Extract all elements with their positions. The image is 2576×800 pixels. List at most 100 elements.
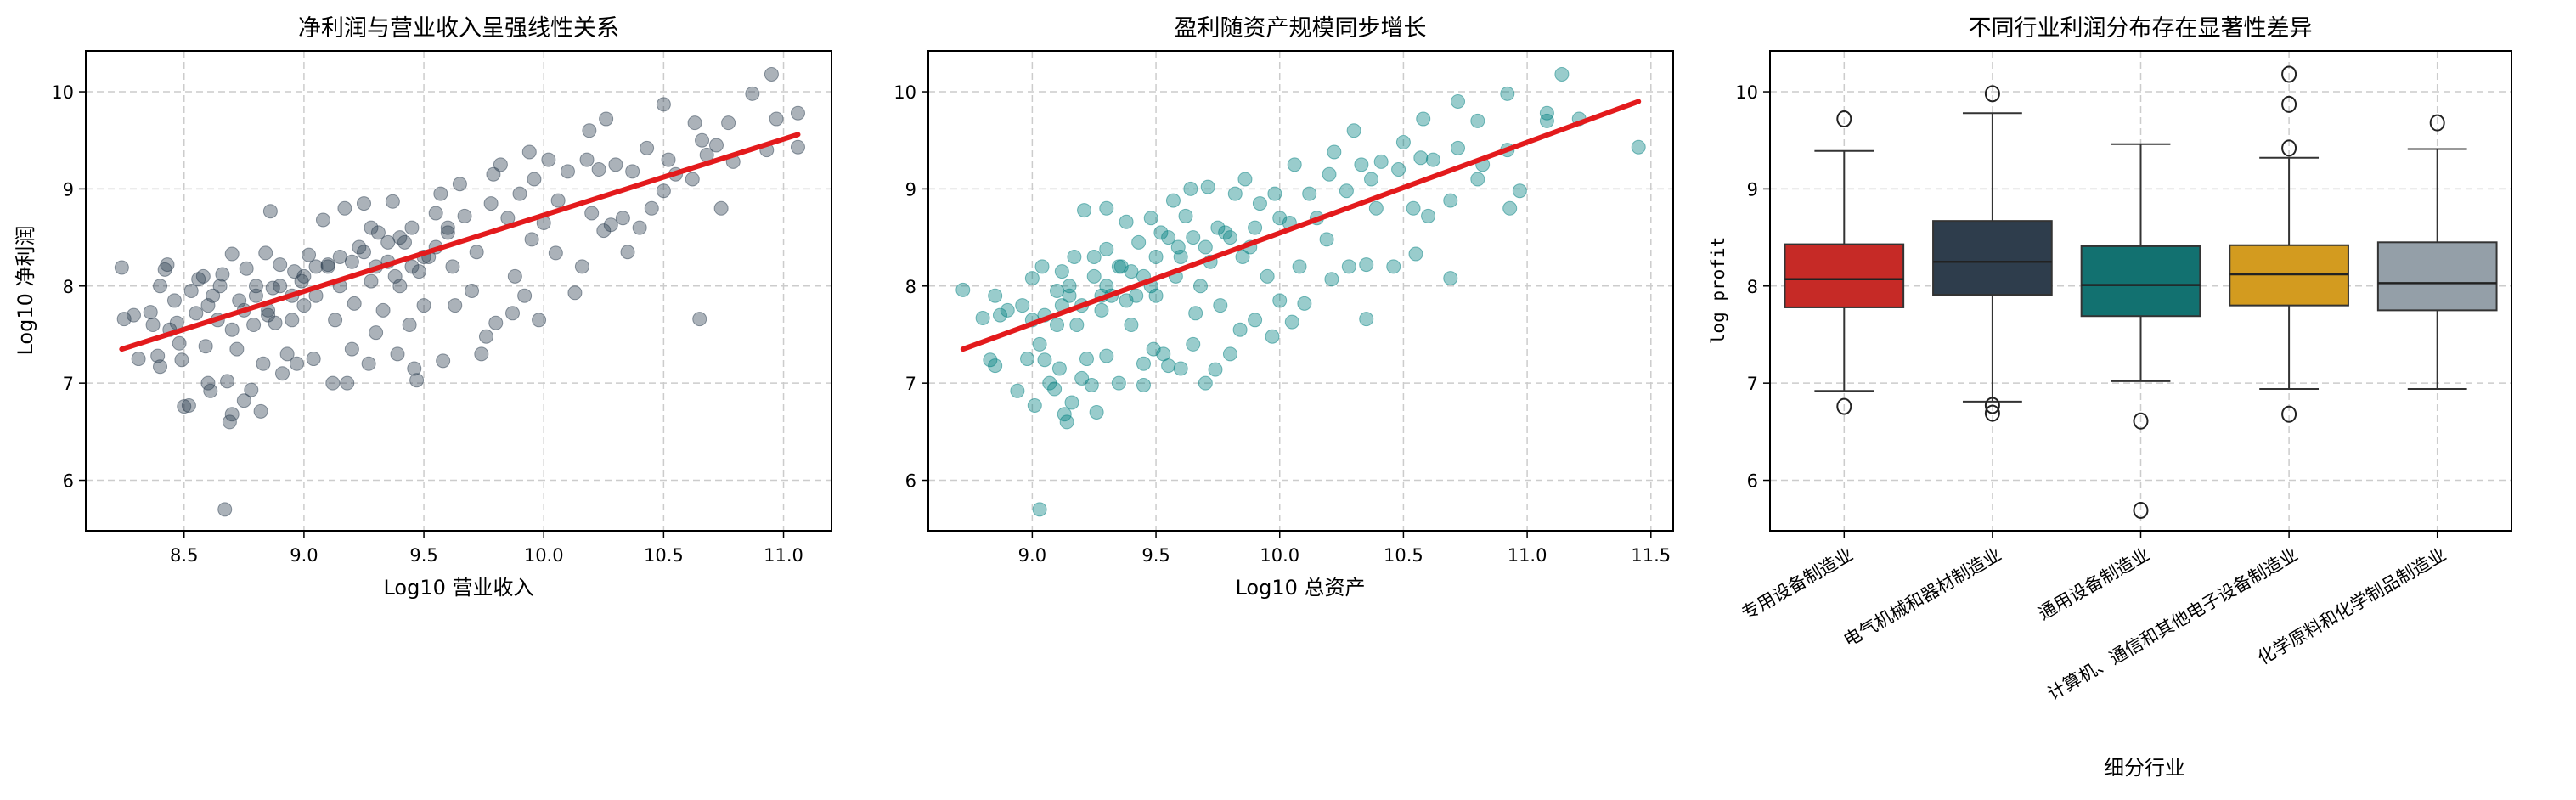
data-point — [1188, 306, 1203, 321]
data-point — [1368, 200, 1384, 216]
chart-title: 净利润与营业收入呈强线性关系 — [298, 15, 619, 42]
y-tick-label: 10 — [1735, 82, 1758, 103]
data-point — [347, 296, 362, 311]
data-point — [596, 223, 612, 239]
data-point — [1470, 113, 1485, 128]
data-point — [1099, 241, 1114, 256]
data-point — [1248, 313, 1263, 328]
x-category-label: 通用设备制造业 — [2035, 544, 2153, 624]
chart-title: 不同行业利润分布存在显著性差异 — [1969, 15, 2313, 42]
data-point — [258, 245, 273, 261]
data-point — [116, 312, 132, 327]
data-point — [644, 200, 659, 216]
y-tick-label: 8 — [905, 277, 916, 297]
iqr-box — [1784, 243, 1905, 308]
data-point — [380, 234, 396, 250]
data-point — [239, 261, 254, 276]
outlier-point — [1984, 85, 2000, 103]
data-point — [521, 144, 537, 160]
data-point — [1502, 200, 1518, 216]
gridlines — [86, 51, 831, 531]
data-point — [713, 200, 729, 216]
x-category-label: 专用设备制造业 — [1738, 544, 1856, 624]
data-point — [1079, 352, 1094, 367]
data-point — [493, 157, 508, 172]
data-point — [153, 279, 168, 294]
data-point — [505, 306, 521, 321]
data-point — [1395, 135, 1411, 150]
outlier-point — [1836, 397, 1852, 415]
data-point — [1451, 140, 1466, 155]
data-point — [591, 162, 606, 177]
data-point — [285, 313, 300, 328]
box-2 — [2080, 143, 2201, 519]
boxplot-profit-by-industry: 不同行业利润分布存在显著性差异 细分行业 log_profit 专用设备制造业电… — [1708, 15, 2512, 780]
data-point — [402, 318, 417, 333]
data-point — [364, 273, 379, 289]
data-point — [1248, 220, 1263, 235]
data-point — [200, 298, 216, 313]
data-point — [370, 225, 386, 240]
data-point — [1208, 362, 1223, 377]
data-point — [1265, 329, 1280, 344]
data-point — [1178, 208, 1193, 223]
box-1 — [1932, 85, 2053, 422]
data-point — [687, 115, 702, 131]
data-point — [1198, 239, 1213, 255]
data-point — [1000, 302, 1015, 318]
data-point — [1198, 375, 1213, 391]
data-point — [375, 302, 391, 318]
data-point — [1074, 370, 1090, 386]
data-point — [174, 352, 189, 368]
data-point — [390, 346, 405, 362]
data-point — [246, 318, 262, 333]
x-tick-label: 10.0 — [1260, 545, 1299, 566]
data-point — [1272, 211, 1288, 226]
data-point — [1051, 361, 1067, 376]
y-tick-label: 8 — [63, 277, 74, 297]
data-point — [1252, 196, 1267, 211]
data-point — [955, 282, 971, 297]
outlier-point — [1984, 404, 2000, 422]
data-point — [361, 356, 376, 371]
data-point — [181, 397, 196, 413]
data-point — [488, 315, 504, 330]
data-point — [344, 254, 359, 269]
data-point — [486, 166, 501, 182]
data-point — [1425, 152, 1440, 167]
data-point — [685, 172, 700, 187]
data-point — [560, 164, 575, 179]
data-point — [445, 259, 460, 274]
data-point — [469, 245, 484, 260]
data-point — [236, 393, 251, 408]
data-point — [224, 322, 240, 337]
data-point — [1153, 225, 1169, 240]
data-point — [1057, 407, 1072, 422]
data-point — [1143, 211, 1158, 226]
data-point — [1260, 268, 1275, 284]
data-point — [640, 140, 655, 155]
data-point — [392, 230, 408, 245]
data-point — [428, 206, 443, 221]
x-tick-label: 9.0 — [290, 545, 318, 566]
data-point — [1124, 264, 1139, 279]
data-point — [1015, 298, 1030, 313]
data-point — [1050, 318, 1065, 333]
data-point — [262, 204, 278, 219]
data-point — [1421, 208, 1436, 223]
data-point — [229, 341, 245, 357]
data-point — [1032, 502, 1047, 517]
data-point — [1034, 259, 1050, 274]
data-point — [126, 307, 141, 323]
data-point — [296, 298, 312, 313]
data-point — [745, 86, 760, 101]
outlier-point — [2429, 114, 2445, 132]
data-point — [1186, 230, 1201, 245]
data-point — [328, 313, 343, 328]
data-point — [721, 115, 736, 131]
data-point — [527, 172, 542, 187]
data-point — [1341, 259, 1356, 274]
data-point — [387, 268, 403, 284]
data-point — [1148, 249, 1164, 264]
